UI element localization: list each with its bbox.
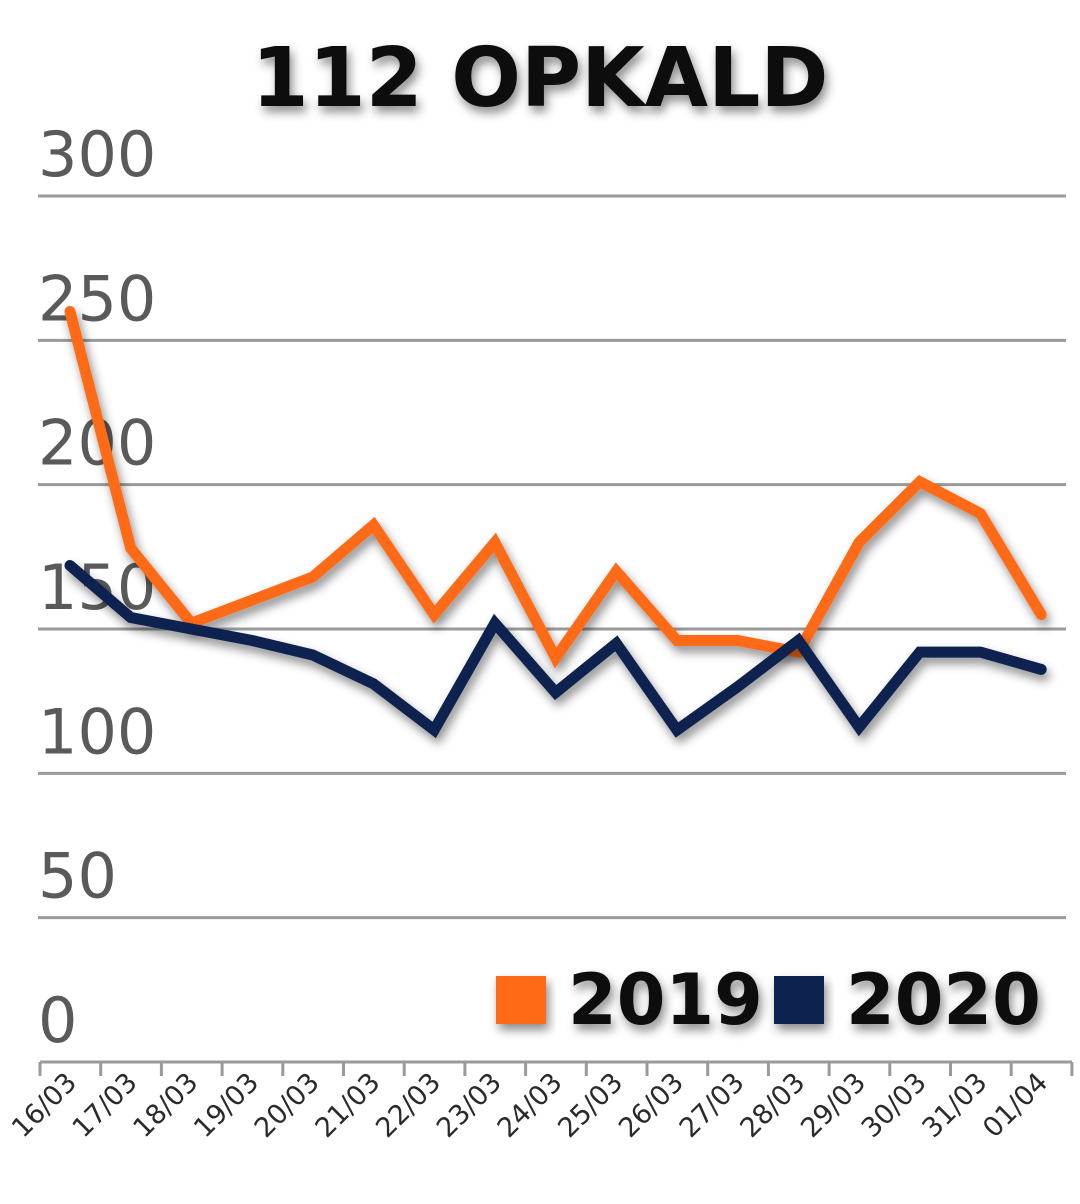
gridlines bbox=[38, 194, 1066, 920]
x-tick-label: 01/04 bbox=[977, 1067, 1054, 1144]
legend-swatch-2019 bbox=[496, 976, 546, 1024]
y-tick-label: 250 bbox=[38, 262, 156, 335]
x-axis: 16/0317/0318/0319/0320/0321/0322/0323/03… bbox=[6, 1060, 1074, 1144]
x-tick-label: 23/03 bbox=[431, 1067, 508, 1144]
y-tick-label: 300 bbox=[38, 118, 156, 191]
legend-swatch-2020 bbox=[774, 976, 824, 1024]
y-tick-label: 50 bbox=[38, 840, 117, 913]
legend-label-2019: 2019 bbox=[568, 959, 763, 1041]
x-tick-label: 28/03 bbox=[734, 1067, 811, 1144]
x-tick-label: 19/03 bbox=[188, 1067, 265, 1144]
x-tick-label: 31/03 bbox=[917, 1067, 994, 1144]
legend-label-2020: 2020 bbox=[846, 959, 1041, 1041]
x-tick-label: 30/03 bbox=[856, 1067, 933, 1144]
y-tick-label: 100 bbox=[38, 695, 156, 768]
series-line-2020 bbox=[64, 560, 1047, 739]
x-tick-label: 17/03 bbox=[67, 1067, 144, 1144]
series-line-2019 bbox=[64, 306, 1047, 669]
x-tick-label: 18/03 bbox=[127, 1067, 204, 1144]
y-tick-label: 0 bbox=[38, 984, 77, 1057]
x-tick-label: 21/03 bbox=[310, 1067, 387, 1144]
x-tick-label: 22/03 bbox=[370, 1067, 447, 1144]
chart-title: 112 OPKALD bbox=[252, 31, 829, 126]
x-tick-label: 16/03 bbox=[6, 1067, 83, 1144]
legend: 2019 2020 bbox=[496, 959, 1041, 1041]
x-tick-label: 29/03 bbox=[795, 1067, 872, 1144]
x-tick-label: 20/03 bbox=[249, 1067, 326, 1144]
x-tick-label: 26/03 bbox=[613, 1067, 690, 1144]
x-tick-label: 27/03 bbox=[674, 1067, 751, 1144]
x-tick-label: 25/03 bbox=[552, 1067, 629, 1144]
x-tick-label: 24/03 bbox=[492, 1067, 569, 1144]
series-lines bbox=[64, 306, 1047, 739]
